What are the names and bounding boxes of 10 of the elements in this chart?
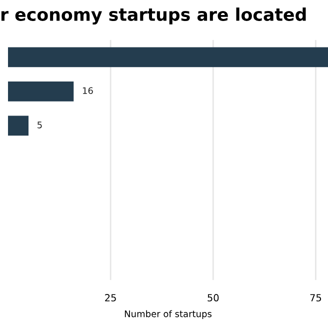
bar [8, 116, 29, 136]
bar [8, 81, 74, 102]
data-label: 5 [38, 122, 42, 128]
chart-title: r economy startups are located [1, 8, 306, 24]
x-axis-title: Number of startups [124, 310, 212, 319]
x-tick-label: 50 [208, 294, 219, 302]
data-label: 16 [82, 87, 93, 94]
x-tick-label: 25 [105, 294, 116, 302]
bar [8, 47, 328, 68]
x-tick-label: 75 [310, 294, 322, 302]
